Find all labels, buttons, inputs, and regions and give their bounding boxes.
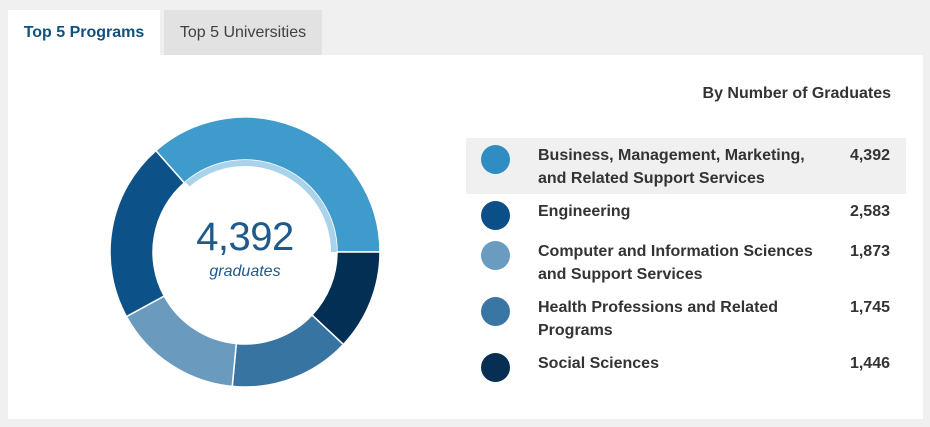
legend-item-label: Health Professions and Related Programs bbox=[538, 299, 779, 339]
social-sciences-color-dot-icon bbox=[481, 353, 510, 382]
legend-item-business[interactable]: Business, Management, Marketing, and Rel… bbox=[466, 138, 906, 194]
donut-chart: 4,392 graduates bbox=[108, 115, 382, 389]
donut-highlight-ring bbox=[185, 160, 337, 252]
legend-item-label: Computer and Information Sciences and Su… bbox=[538, 243, 813, 283]
tab-top-5-universities[interactable]: Top 5 Universities bbox=[164, 10, 322, 55]
tab-bar: Top 5 Programs Top 5 Universities bbox=[8, 10, 322, 55]
computer-sciences-color-dot-icon bbox=[481, 241, 510, 270]
donut-chart-svg bbox=[109, 116, 381, 388]
engineering-color-dot-icon bbox=[481, 201, 510, 230]
donut-segment-engineering[interactable] bbox=[109, 149, 186, 318]
legend-title: By Number of Graduates bbox=[702, 85, 891, 102]
legend-item-computer-sciences[interactable]: Computer and Information Sciences and Su… bbox=[466, 234, 906, 290]
legend-item-value: 1,446 bbox=[849, 355, 890, 372]
legend-item-engineering[interactable]: Engineering 2,583 bbox=[466, 194, 906, 234]
health-professions-color-dot-icon bbox=[481, 297, 510, 326]
legend: Business, Management, Marketing, and Rel… bbox=[466, 138, 906, 386]
legend-item-value: 4,392 bbox=[849, 147, 890, 164]
legend-item-value: 1,873 bbox=[849, 243, 890, 260]
legend-item-value: 1,745 bbox=[849, 299, 890, 316]
programs-panel: 4,392 graduates By Number of Graduates B… bbox=[8, 55, 923, 419]
legend-item-label: Social Sciences bbox=[538, 355, 659, 372]
tab-top-5-programs[interactable]: Top 5 Programs bbox=[8, 10, 160, 55]
legend-item-value: 2,583 bbox=[849, 203, 890, 220]
donut-segment-computer-sciences[interactable] bbox=[125, 294, 238, 388]
legend-item-label: Business, Management, Marketing, and Rel… bbox=[538, 147, 805, 187]
business-color-dot-icon bbox=[481, 145, 510, 174]
legend-item-health-professions[interactable]: Health Professions and Related Programs … bbox=[466, 290, 906, 346]
legend-item-label: Engineering bbox=[538, 203, 631, 220]
legend-item-social-sciences[interactable]: Social Sciences 1,446 bbox=[466, 346, 906, 386]
